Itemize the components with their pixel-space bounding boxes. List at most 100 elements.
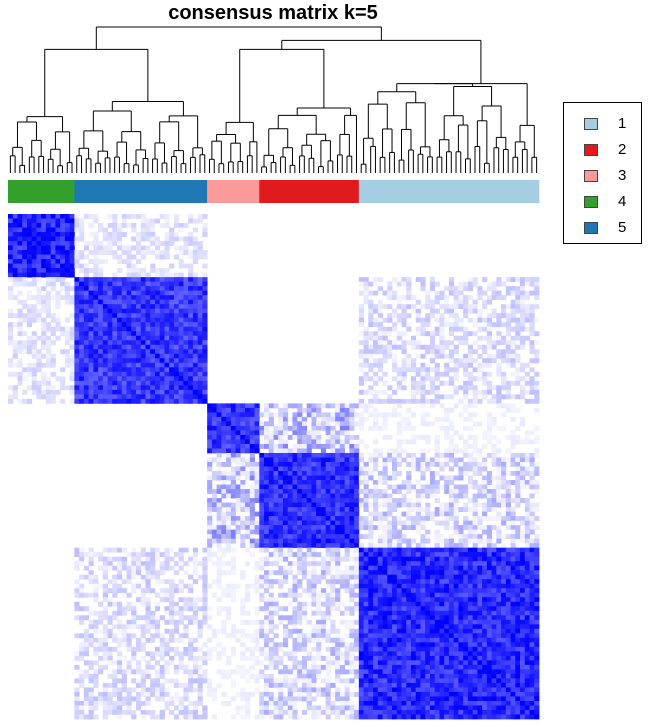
heatmap-cell	[339, 416, 346, 422]
heatmap-cell	[136, 331, 142, 337]
heatmap-cell	[88, 335, 94, 341]
heatmap-cell	[520, 290, 526, 296]
heatmap-cell	[173, 290, 180, 296]
heatmap-cell	[373, 425, 379, 431]
heatmap-cell	[12, 272, 18, 278]
heatmap-cell	[486, 434, 492, 440]
heatmap-cell	[264, 556, 270, 562]
heatmap-cell	[126, 385, 132, 391]
heatmap-cell	[278, 502, 284, 508]
heatmap-cell	[26, 335, 33, 341]
heatmap-cell	[477, 466, 483, 472]
heatmap-cell	[444, 610, 450, 616]
heatmap-cell	[17, 299, 23, 305]
heatmap-cell	[188, 574, 194, 580]
heatmap-cell	[259, 561, 265, 567]
heatmap-cell	[505, 484, 511, 490]
heatmap-cell	[102, 583, 108, 589]
heatmap-cell	[496, 461, 502, 467]
heatmap-cell	[510, 520, 516, 526]
heatmap-cell	[221, 570, 227, 576]
heatmap-cell	[216, 516, 222, 522]
heatmap-cell	[88, 295, 94, 301]
heatmap-cell	[126, 308, 132, 314]
heatmap-cell	[335, 452, 341, 458]
heatmap-cell	[339, 543, 346, 549]
heatmap-cell	[131, 290, 137, 296]
heatmap-cell	[377, 597, 383, 603]
heatmap-cell	[520, 295, 526, 301]
heatmap-cell	[45, 353, 52, 359]
heatmap-cell	[429, 516, 436, 522]
heatmap-cell	[183, 241, 189, 246]
heatmap-cell	[74, 385, 80, 391]
heatmap-cell	[510, 313, 516, 319]
heatmap-cell	[145, 556, 151, 562]
heatmap-cell	[406, 592, 412, 598]
heatmap-cell	[117, 367, 123, 373]
heatmap-cell	[211, 498, 218, 503]
heatmap-cell	[354, 601, 360, 607]
heatmap-cell	[377, 489, 383, 494]
heatmap-cell	[339, 610, 346, 616]
heatmap-cell	[363, 362, 369, 368]
heatmap-cell	[320, 561, 327, 567]
heatmap-cell	[45, 254, 52, 260]
heatmap-cell	[273, 457, 279, 463]
heatmap-cell	[245, 430, 251, 436]
heatmap-cell	[515, 502, 521, 508]
heatmap-cell	[320, 452, 327, 458]
heatmap-cell	[429, 489, 436, 494]
heatmap-cell	[41, 394, 47, 400]
heatmap-cell	[178, 385, 184, 391]
heatmap-cell	[183, 349, 189, 355]
heatmap-cell	[74, 286, 80, 292]
heatmap-cell	[297, 556, 303, 562]
heatmap-cell	[145, 570, 151, 576]
heatmap-cell	[107, 619, 113, 625]
heatmap-cell	[150, 570, 156, 576]
heatmap-cell	[335, 588, 341, 594]
heatmap-cell	[434, 565, 440, 571]
heatmap-cell	[515, 286, 521, 292]
heatmap-cell	[486, 556, 492, 562]
heatmap-cell	[463, 394, 469, 400]
heatmap-cell	[287, 547, 293, 553]
heatmap-cell	[126, 254, 132, 260]
heatmap-cell	[202, 214, 208, 219]
heatmap-cell	[382, 565, 388, 571]
heatmap-cell	[126, 322, 132, 328]
heatmap-cell	[420, 448, 426, 454]
heatmap-cell	[197, 362, 203, 368]
heatmap-cell	[188, 349, 194, 355]
heatmap-cell	[8, 214, 14, 219]
heatmap-cell	[335, 601, 341, 607]
heatmap-cell	[197, 371, 203, 377]
heatmap-cell	[245, 403, 251, 409]
heatmap-cell	[150, 353, 156, 359]
heatmap-cell	[534, 534, 540, 540]
heatmap-cell	[216, 412, 222, 418]
heatmap-cell	[358, 398, 364, 404]
heatmap-cell	[282, 484, 289, 490]
heatmap-cell	[401, 344, 407, 350]
heatmap-cell	[273, 547, 279, 553]
heatmap-cell	[482, 565, 488, 571]
heatmap-cell	[477, 561, 483, 567]
heatmap-cell	[259, 583, 265, 589]
heatmap-cell	[311, 480, 317, 485]
heatmap-cell	[169, 385, 175, 391]
heatmap-cell	[472, 574, 478, 580]
heatmap-cell	[354, 493, 360, 499]
heatmap-cell	[150, 340, 156, 346]
heatmap-cell	[335, 516, 341, 522]
heatmap-cell	[472, 331, 478, 337]
heatmap-cell	[145, 340, 151, 346]
heatmap-cell	[387, 295, 393, 301]
heatmap-cell	[316, 529, 322, 535]
heatmap-cell	[330, 452, 336, 458]
heatmap-cell	[112, 308, 118, 314]
heatmap-cell	[26, 218, 33, 224]
heatmap-cell	[12, 349, 18, 355]
heatmap-cell	[173, 214, 180, 219]
